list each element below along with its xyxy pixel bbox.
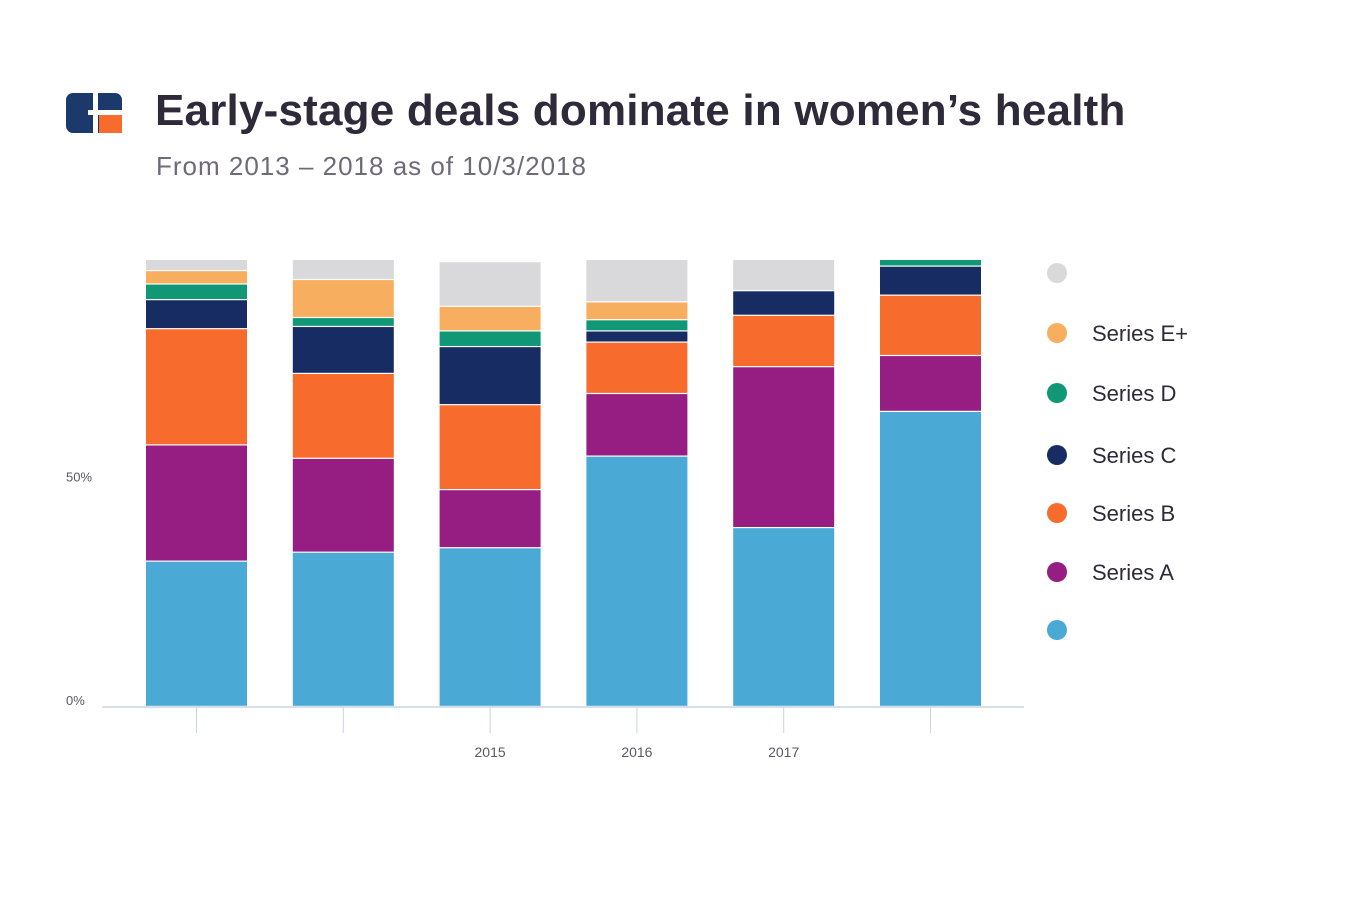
bar-segment-4-2	[733, 315, 835, 367]
bar-segment-5-4	[880, 260, 981, 266]
bar-segment-1-4	[292, 318, 394, 326]
bar-segment-1-1	[292, 458, 394, 552]
bar-segment-3-4	[586, 320, 688, 331]
bar-segment-2-6	[439, 262, 541, 306]
legend-swatch-1	[1047, 562, 1067, 582]
legend: Series E+ Series D Series C Series B Series …	[1047, 263, 1188, 640]
legend-swatch-5	[1047, 323, 1067, 343]
legend-swatch-4	[1047, 383, 1067, 403]
cb-insights-logo-icon	[66, 93, 122, 133]
bar-segment-0-2	[146, 329, 247, 445]
bar-segment-3-0	[586, 456, 688, 706]
legend-label-2: Series B	[1092, 501, 1175, 526]
bar-segment-3-5	[586, 302, 688, 320]
legend-swatch-3	[1047, 445, 1067, 465]
bar-segment-2-2	[439, 405, 541, 490]
y-axis: 0% 50%	[66, 470, 92, 709]
bar-group	[146, 260, 981, 706]
bar-segment-1-2	[292, 373, 394, 458]
bar-segment-4-3	[733, 291, 835, 315]
y-tick-label: 50%	[66, 470, 92, 485]
x-tick-label: 2016	[621, 744, 652, 760]
bar-segment-5-0	[880, 411, 981, 706]
legend-label-1: Series A	[1092, 560, 1174, 585]
legend-swatch-6	[1047, 263, 1067, 283]
bar-segment-3-2	[586, 342, 688, 393]
bar-segment-3-3	[586, 331, 688, 342]
bar-segment-1-3	[292, 327, 394, 373]
bar-segment-0-0	[146, 561, 247, 706]
bar-segment-2-1	[439, 490, 541, 548]
bar-segment-1-5	[292, 280, 394, 317]
bar-segment-5-1	[880, 356, 981, 411]
legend-label-3: Series C	[1092, 443, 1176, 468]
bar-segment-2-5	[439, 306, 541, 331]
bar-segment-0-5	[146, 271, 247, 284]
bar-segment-5-2	[880, 295, 981, 355]
bar-segment-0-4	[146, 284, 247, 300]
bar-segment-2-0	[439, 548, 541, 706]
bar-segment-0-3	[146, 300, 247, 329]
chart-subtitle: From 2013 – 2018 as of 10/3/2018	[156, 151, 587, 181]
y-tick-label: 0%	[66, 693, 85, 708]
chart-title: Early-stage deals dominate in women’s he…	[155, 86, 1126, 135]
legend-label-5: Series E+	[1092, 321, 1188, 346]
bar-segment-5-3	[880, 266, 981, 295]
bar-segment-1-0	[292, 552, 394, 706]
bar-segment-3-6	[586, 260, 688, 302]
x-tick-label: 2015	[475, 744, 506, 760]
bar-segment-4-1	[733, 367, 835, 527]
bar-segment-4-6	[733, 260, 835, 291]
bar-segment-2-3	[439, 347, 541, 405]
bar-segment-3-1	[586, 394, 688, 456]
bar-segment-0-6	[146, 260, 247, 270]
x-axis: 2015 2016 2017	[196, 707, 931, 760]
bar-segment-2-4	[439, 331, 541, 346]
bar-segment-4-0	[733, 528, 835, 706]
legend-swatch-2	[1047, 503, 1067, 523]
bar-segment-0-1	[146, 445, 247, 561]
legend-label-4: Series D	[1092, 381, 1176, 406]
legend-swatch-0	[1047, 620, 1067, 640]
x-tick-label: 2017	[768, 744, 799, 760]
bar-segment-1-6	[292, 260, 394, 279]
